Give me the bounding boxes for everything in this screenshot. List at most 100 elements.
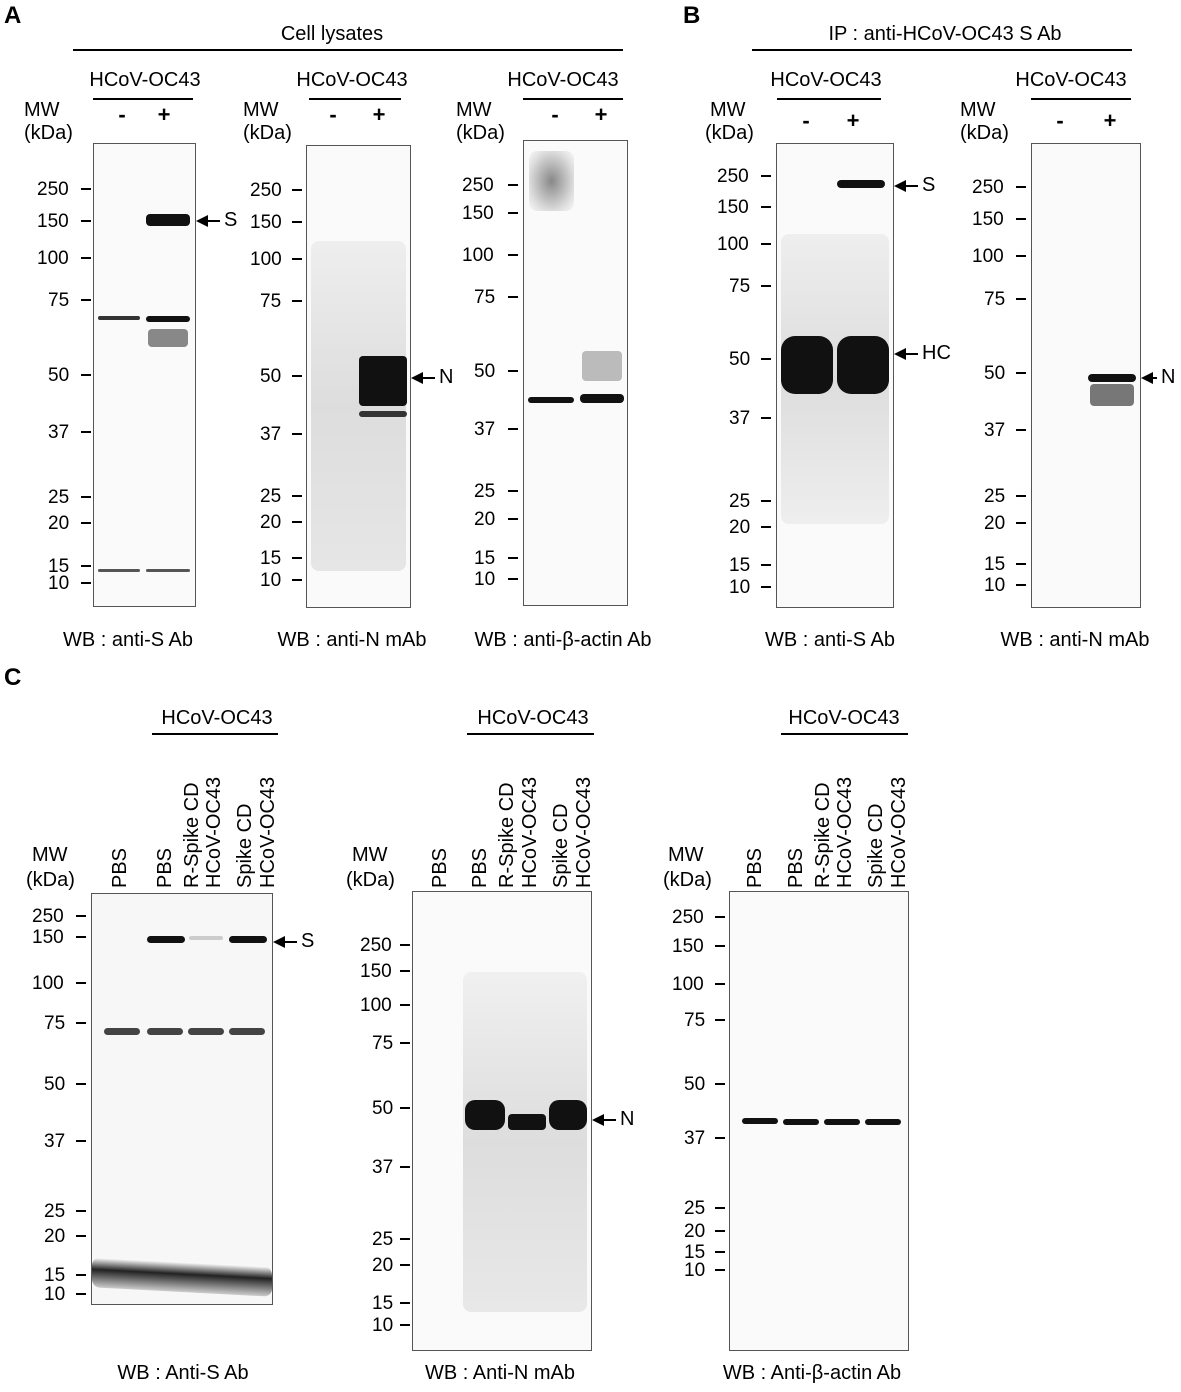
band-a3-smear-plus: [582, 351, 622, 381]
marker-a2-37: 37: [260, 424, 282, 445]
blot-a1-sign-minus: -: [118, 102, 126, 127]
band-a2-background-ladder: [311, 241, 406, 571]
marker-a3-15: 15: [474, 548, 496, 569]
blot-a3-sign-plus: +: [594, 102, 608, 127]
lane-c1-pbs-2: PBS: [154, 847, 176, 888]
marker-c3-50: 50: [684, 1074, 706, 1095]
blot-b1-kda: (kDa): [705, 122, 754, 144]
lane-c1-pbs-1: PBS: [109, 847, 131, 888]
marker-a3-250: 250: [462, 175, 494, 196]
marker-c2-10: 10: [372, 1315, 394, 1336]
tick-b2-20: [1016, 522, 1026, 524]
tick-a3-20: [508, 518, 518, 520]
lane-c3-spike: Spike CD: [865, 803, 887, 888]
tick-c2-20: [400, 1264, 410, 1266]
marker-a3-10: 10: [474, 569, 496, 590]
blot-c3-mw: MW: [668, 844, 704, 866]
marker-a2-20: 20: [260, 512, 282, 533]
tick-c1-250: [76, 915, 86, 917]
marker-c3-15: 15: [684, 1242, 706, 1263]
tick-b1-10: [761, 586, 771, 588]
blot-b1-mw: MW: [710, 99, 746, 121]
blot-a3-membrane: [523, 140, 628, 606]
marker-a2-100: 100: [250, 249, 282, 270]
tick-a2-100: [292, 258, 302, 260]
blot-c2-group-line: [467, 733, 594, 735]
lane-c3-rspike: R-Spike CD: [812, 782, 834, 888]
marker-c2-75: 75: [372, 1033, 394, 1054]
tick-b1-50: [761, 358, 771, 360]
blot-b1-group-line: [777, 98, 881, 100]
marker-c1-37: 37: [44, 1131, 66, 1152]
marker-a1-15: 15: [48, 556, 70, 577]
marker-a1-50: 50: [48, 365, 70, 386]
marker-c2-50: 50: [372, 1098, 394, 1119]
tick-c3-10: [715, 1269, 725, 1271]
tick-a2-25: [292, 495, 302, 497]
band-c1-dye-front: [92, 1257, 272, 1297]
band-c2-n-lane4: [549, 1100, 587, 1130]
band-a2-n-plus: [359, 356, 407, 406]
marker-c2-15: 15: [372, 1293, 394, 1314]
tick-c2-15: [400, 1302, 410, 1304]
blot-c2-kda: (kDa): [346, 869, 395, 891]
blot-a3-group-line: [523, 98, 623, 100]
band-c3-actin-lane1: [742, 1118, 778, 1124]
blot-a1-group-label: HCoV-OC43: [89, 69, 201, 91]
blot-b2-sign-plus: +: [1103, 108, 1117, 133]
tick-b1-100: [761, 243, 771, 245]
marker-c1-20: 20: [44, 1226, 66, 1247]
tick-c2-10: [400, 1324, 410, 1326]
blot-a1-kda: (kDa): [24, 122, 73, 144]
band-c3-actin-lane4: [865, 1119, 901, 1125]
tick-a1-37: [81, 431, 91, 433]
tick-b1-15: [761, 564, 771, 566]
tick-a2-50: [292, 375, 302, 377]
blot-a2-mw: MW: [243, 99, 279, 121]
blot-a1-mw: MW: [24, 99, 60, 121]
blot-c1-kda: (kDa): [26, 869, 75, 891]
blot-a2-sign-minus: -: [329, 102, 337, 127]
blot-a3-mw: MW: [456, 99, 492, 121]
tick-c2-25: [400, 1238, 410, 1240]
marker-a1-20: 20: [48, 513, 70, 534]
band-a2-n-low: [359, 411, 407, 417]
marker-c2-100: 100: [360, 995, 392, 1016]
marker-c1-10: 10: [44, 1284, 66, 1305]
marker-b2-100: 100: [972, 246, 1004, 267]
blot-b2-kda: (kDa): [960, 122, 1009, 144]
panel-b-letter: B: [683, 2, 701, 29]
tick-a2-75: [292, 300, 302, 302]
band-c1-70-lane2: [147, 1028, 183, 1035]
panel-a-letter: A: [4, 2, 22, 29]
marker-c1-25: 25: [44, 1201, 66, 1222]
blot-a2-caption: WB : anti-N mAb: [277, 629, 427, 651]
marker-c1-75: 75: [44, 1013, 66, 1034]
tick-b1-37: [761, 417, 771, 419]
blot-c1-caption: WB : Anti-S Ab: [117, 1362, 249, 1384]
blot-a2-kda: (kDa): [243, 122, 292, 144]
tick-c3-250: [715, 916, 725, 918]
blot-c3-kda: (kDa): [663, 869, 712, 891]
band-b1-hc-minus: [781, 336, 833, 394]
tick-a2-37: [292, 433, 302, 435]
marker-a2-250: 250: [250, 180, 282, 201]
tick-c1-75: [76, 1022, 86, 1024]
blot-a3-caption: WB : anti-β-actin Ab: [474, 629, 652, 651]
band-b2-n-smear: [1090, 384, 1134, 406]
tick-c3-50: [715, 1083, 725, 1085]
tick-c2-50: [400, 1107, 410, 1109]
marker-a1-100: 100: [37, 248, 69, 269]
band-c2-n-lane2: [465, 1100, 505, 1130]
blot-b2-group-line: [1031, 98, 1131, 100]
tick-c1-20: [76, 1235, 86, 1237]
tick-b2-100: [1016, 255, 1026, 257]
blot-b2-group-label: HCoV-OC43: [1015, 69, 1127, 91]
marker-a1-150: 150: [37, 211, 69, 232]
tick-b2-250: [1016, 186, 1026, 188]
band-c1-70-lane1: [104, 1028, 140, 1035]
band-a1-smear-plus: [148, 329, 188, 347]
marker-c1-250: 250: [32, 906, 64, 927]
marker-a1-10: 10: [48, 573, 70, 594]
tick-a1-250: [81, 188, 91, 190]
